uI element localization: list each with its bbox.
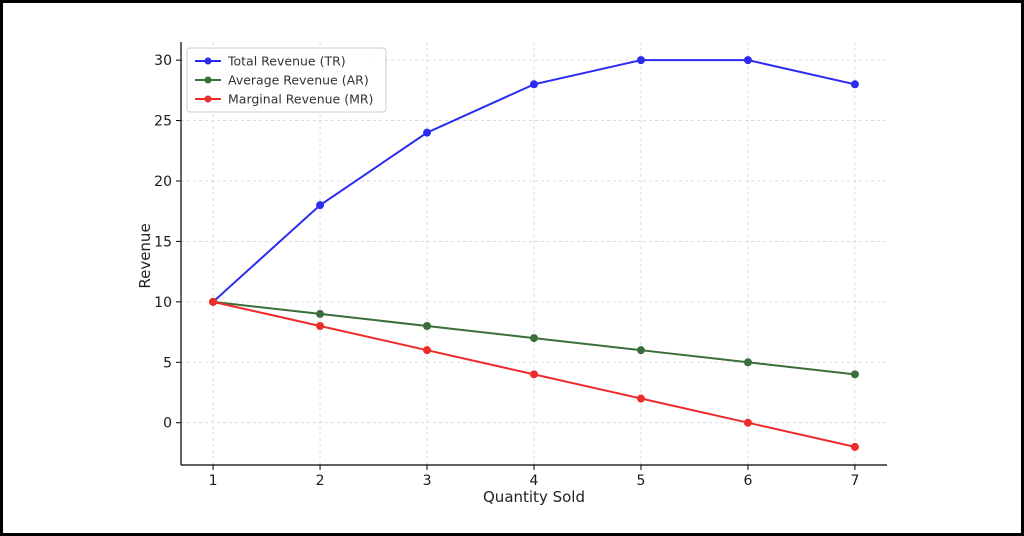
point-ar — [530, 334, 538, 343]
y-tick-label: 15 — [154, 234, 172, 250]
point-tr — [530, 80, 538, 89]
legend-marker-mr — [204, 95, 212, 103]
point-mr — [636, 394, 645, 403]
point-mr — [209, 297, 218, 306]
point-ar — [636, 346, 645, 355]
y-axis-label: Revenue — [136, 223, 154, 288]
point-ar — [316, 309, 325, 318]
legend-marker-tr — [204, 57, 212, 65]
y-tick-labels: 0 5 10 15 20 25 30 — [154, 53, 181, 432]
y-tick-label: 25 — [154, 114, 172, 130]
x-tick-label: 6 — [743, 473, 752, 489]
legend-marker-ar — [204, 76, 212, 84]
x-tick-label: 4 — [530, 473, 539, 489]
x-tick-labels: 1 2 3 4 5 6 7 — [209, 465, 859, 489]
legend-box — [186, 47, 387, 113]
x-tick-label: 7 — [850, 473, 859, 489]
grid-lines — [181, 42, 887, 465]
legend: Total Revenue (TR) Average Revenue (AR) Ma… — [186, 47, 387, 113]
point-mr — [530, 370, 538, 379]
point-ar — [850, 370, 859, 379]
point-tr — [850, 80, 859, 89]
y-tick-label: 5 — [163, 355, 172, 371]
y-tick-label: 10 — [154, 295, 172, 311]
point-tr — [423, 128, 432, 137]
point-tr — [316, 201, 325, 210]
y-tick-label: 20 — [154, 174, 172, 190]
y-tick-label: 0 — [163, 416, 172, 432]
y-tick-label: 30 — [154, 53, 172, 69]
x-tick-label: 1 — [209, 473, 218, 489]
point-mr — [423, 346, 432, 355]
x-tick-label: 5 — [637, 473, 646, 489]
point-mr — [743, 418, 752, 427]
point-tr — [743, 56, 752, 65]
x-tick-label: 3 — [423, 473, 432, 489]
x-axis-label: Quantity Sold — [483, 488, 585, 506]
point-mr — [316, 322, 325, 331]
point-tr — [636, 56, 645, 65]
legend-label-mr: Marginal Revenue (MR) — [228, 92, 373, 107]
x-tick-label: 2 — [316, 473, 325, 489]
point-mr — [850, 442, 859, 451]
series-group — [209, 56, 859, 451]
legend-label-tr: Total Revenue (TR) — [227, 54, 346, 69]
point-ar — [743, 358, 752, 367]
point-ar — [423, 322, 432, 331]
legend-label-ar: Average Revenue (AR) — [228, 73, 369, 88]
